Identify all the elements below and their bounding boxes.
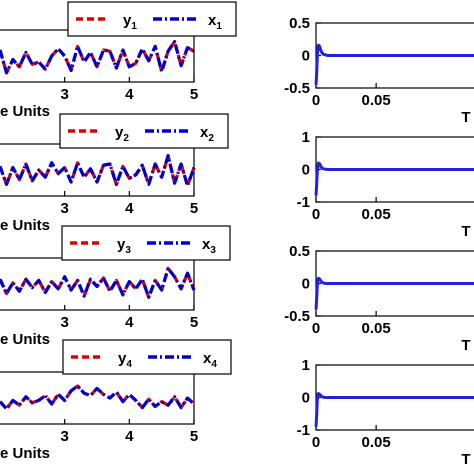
x-tick-label: 3 <box>60 200 68 217</box>
x-tick-label: 0.05 <box>362 320 391 337</box>
x-tick-label: 0.05 <box>362 434 391 451</box>
series-line-x2 <box>0 154 196 188</box>
x-axis-label: e Units <box>0 217 50 234</box>
x-axis-label: e Units <box>0 103 50 120</box>
x-tick-label: 4 <box>125 428 134 445</box>
x-axis-label: e Units <box>0 331 50 348</box>
y-tick-label: 1 <box>302 129 310 146</box>
y-tick-label: 0.5 <box>289 15 310 32</box>
y-tick-label: -0.5 <box>284 80 310 97</box>
legend-box <box>59 113 229 149</box>
x-tick-label: 0 <box>312 206 320 223</box>
y-tick-label: 0 <box>302 276 310 293</box>
x-tick-label: 0 <box>312 92 320 109</box>
y-tick-label: 0.5 <box>289 243 310 260</box>
legend-box <box>67 1 237 37</box>
series-line-x4 <box>0 384 196 411</box>
y-tick-label: -0.5 <box>284 308 310 325</box>
series-line-y1 <box>0 39 195 75</box>
series-line-e4 <box>314 392 474 427</box>
x-tick-label: 5 <box>190 200 198 217</box>
x-tick-label: 0 <box>312 320 320 337</box>
x-axis-label: T <box>461 109 470 126</box>
legend-box <box>62 339 232 375</box>
x-tick-label: 3 <box>60 428 68 445</box>
x-tick-label: 5 <box>190 86 198 103</box>
x-tick-label: 4 <box>125 200 134 217</box>
x-tick-label: 0.05 <box>362 92 391 109</box>
x-tick-label: 3 <box>60 86 68 103</box>
series-line-x3 <box>0 266 196 299</box>
y-tick-label: -1 <box>297 422 310 439</box>
x-tick-label: 0 <box>312 434 320 451</box>
x-tick-label: 5 <box>190 428 198 445</box>
series-line-e2 <box>314 161 474 196</box>
legend-box <box>61 225 231 261</box>
x-tick-label: 5 <box>190 314 198 331</box>
y-tick-label: 1 <box>302 357 310 374</box>
x-tick-label: 4 <box>125 86 134 103</box>
x-tick-label: 3 <box>60 314 68 331</box>
series-line-e1 <box>314 43 474 85</box>
y-tick-label: 0 <box>302 390 310 407</box>
y-tick-label: 0 <box>302 48 310 65</box>
x-tick-label: 0.05 <box>362 206 391 223</box>
x-axis-label: T <box>461 337 470 354</box>
x-axis-label: e Units <box>0 445 50 462</box>
x-tick-label: 4 <box>125 314 134 331</box>
series-line-e3 <box>314 276 474 310</box>
y-tick-label: -1 <box>297 194 310 211</box>
x-axis-label: T <box>461 223 470 240</box>
x-axis-label: T <box>461 451 470 468</box>
y-tick-label: 0 <box>302 162 310 179</box>
